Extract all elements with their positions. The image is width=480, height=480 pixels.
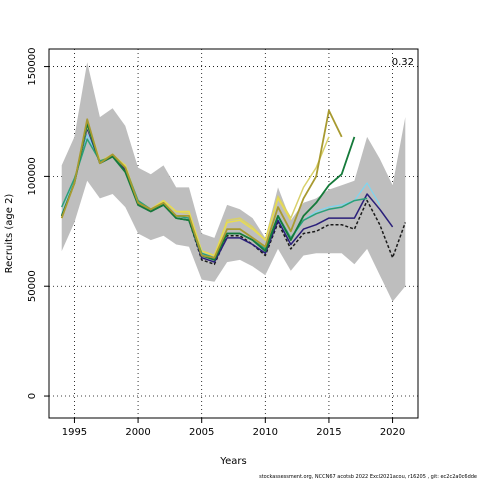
x-axis-title: Years bbox=[219, 456, 246, 467]
x-tick-label: 2005 bbox=[189, 427, 214, 438]
x-tick-label: 2000 bbox=[125, 427, 150, 438]
x-tick-label: 2010 bbox=[253, 427, 278, 438]
y-axis: 0 50000 100000 150000 bbox=[27, 47, 49, 399]
confidence-band bbox=[61, 62, 406, 302]
series-lines bbox=[60, 109, 407, 266]
x-axis: 1995 2000 2005 2010 2015 2020 bbox=[62, 418, 405, 438]
footnote: stockassessment.org, NCCN67 acotsb 2022 … bbox=[259, 474, 477, 480]
corner-value-label: 0.32 bbox=[392, 57, 414, 68]
series-line-6 bbox=[60, 122, 356, 261]
y-tick-label: 100000 bbox=[27, 157, 38, 195]
x-tick-label: 2020 bbox=[380, 427, 405, 438]
x-tick-label: 1995 bbox=[62, 427, 87, 438]
plot-frame bbox=[48, 48, 419, 419]
y-tick-label: 0 bbox=[27, 393, 38, 399]
y-axis-title: Recruits (age 2) bbox=[4, 194, 15, 274]
series-line-7 bbox=[60, 109, 343, 259]
y-tick-label: 50000 bbox=[27, 270, 38, 302]
y-tick-label: 150000 bbox=[27, 47, 38, 85]
x-tick-label: 2015 bbox=[316, 427, 341, 438]
series-line-0 bbox=[61, 125, 407, 266]
